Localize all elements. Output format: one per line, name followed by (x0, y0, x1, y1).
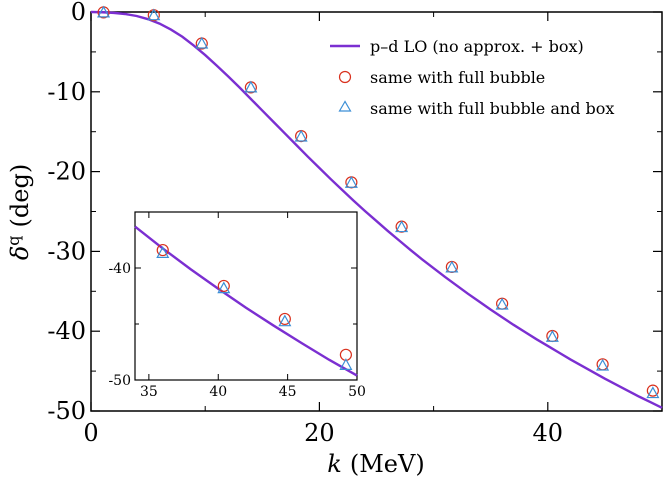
data-point-circle (646, 384, 659, 397)
data-point-triangle (244, 80, 258, 93)
data-point-circle (395, 220, 408, 233)
data-point-triangle (294, 129, 308, 142)
data-point-triangle (596, 358, 610, 371)
inset-y-tick-label: -50 (108, 373, 131, 389)
legend: p–d LO (no approx. + box) same with full… (330, 37, 614, 118)
y-tick-label: -40 (47, 317, 86, 345)
x-tick-label: 0 (83, 419, 98, 447)
data-point-circle (445, 260, 458, 274)
data-point-triangle (195, 36, 209, 49)
inset-frame (134, 211, 358, 381)
data-point-triangle (97, 5, 111, 18)
legend-label-triangle: same with full bubble and box (370, 99, 614, 118)
data-point-triangle (445, 260, 459, 273)
data-point-triangle (495, 297, 509, 310)
legend-triangle-swatch (338, 100, 352, 112)
x-tick-label: 40 (533, 419, 564, 447)
data-point-triangle (545, 330, 559, 342)
data-point-triangle (395, 220, 409, 233)
inset-data-point-triangle (217, 281, 231, 294)
inset-data-point-triangle (156, 246, 170, 258)
legend-label-line: p–d LO (no approx. + box) (370, 37, 584, 56)
inset-x-tick-label: 45 (279, 384, 297, 400)
inset-x-tick-label: 50 (348, 384, 366, 400)
legend-circle-swatch (338, 70, 352, 84)
inset-x-tick-label: 40 (209, 384, 227, 400)
data-point-circle (345, 176, 358, 189)
data-point-triangle (344, 176, 358, 188)
data-point-circle (244, 81, 257, 94)
data-point-circle (295, 129, 308, 143)
y-tick-label: -10 (47, 78, 86, 106)
inset-x-tick-label: 35 (140, 384, 158, 400)
inset-plot: 35 40 45 50 -40 -50 (108, 211, 366, 400)
legend-label-circle: same with full bubble (370, 68, 545, 87)
inset-data-point-circle (217, 279, 230, 293)
y-tick-label: -30 (47, 237, 86, 265)
inset-data-point-triangle (339, 358, 353, 370)
x-axis-label: k (MeV) (327, 450, 424, 478)
inset-series-line (134, 225, 358, 377)
data-point-circle (195, 37, 208, 50)
inset-data-point-circle (156, 243, 169, 257)
data-point-triangle (646, 386, 660, 399)
inset-data-point-circle (278, 312, 291, 326)
inset-y-tick-label: -40 (108, 261, 131, 277)
y-axis-label: δq(deg) (4, 164, 34, 260)
data-point-triangle (147, 8, 161, 21)
series-line-no-approx-box (90, 10, 663, 409)
y-tick-label: 0 (71, 0, 86, 26)
inset-data-point-triangle (278, 314, 292, 327)
x-tick-label: 20 (304, 419, 335, 447)
y-tick-label: -50 (47, 397, 86, 425)
y-tick-label: -20 (47, 158, 86, 186)
